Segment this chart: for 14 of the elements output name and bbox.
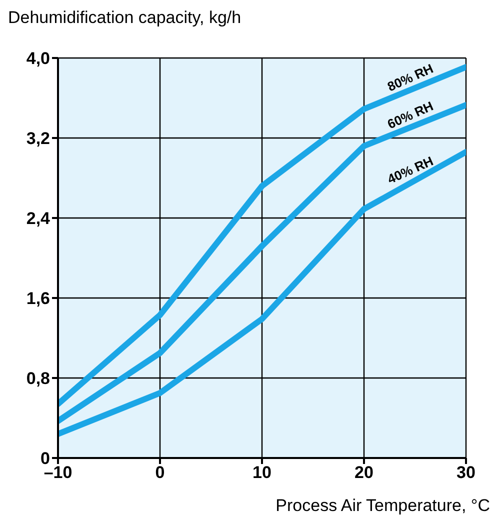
y-axis-title: Dehumidification capacity, kg/h [8,8,242,28]
x-axis-title: Process Air Temperature, °C [276,496,490,516]
text: 80% RH [385,60,436,94]
y-tick-label: 3,2 [26,129,50,148]
text: 60% RH [385,98,436,132]
text: 40% RH [385,153,436,187]
x-tick-label: 20 [354,463,374,482]
y-tick-label: 1,6 [26,289,50,308]
y-tick-label: 0,8 [26,369,50,388]
y-tick-label: 4,0 [26,49,50,68]
x-tick-label: 10 [252,463,272,482]
x-tick-label: 30 [456,463,476,482]
x-tick-label: 0 [155,463,165,482]
y-tick-label: 2,4 [26,209,51,228]
